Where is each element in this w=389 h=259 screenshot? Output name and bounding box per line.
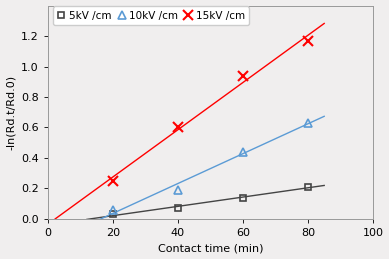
X-axis label: Contact time (min): Contact time (min) [158,243,263,254]
Y-axis label: -ln(Rd.t/Rd.0): -ln(Rd.t/Rd.0) [5,75,16,150]
Legend: 5kV /cm, 10kV /cm, 15kV /cm: 5kV /cm, 10kV /cm, 15kV /cm [53,6,249,25]
